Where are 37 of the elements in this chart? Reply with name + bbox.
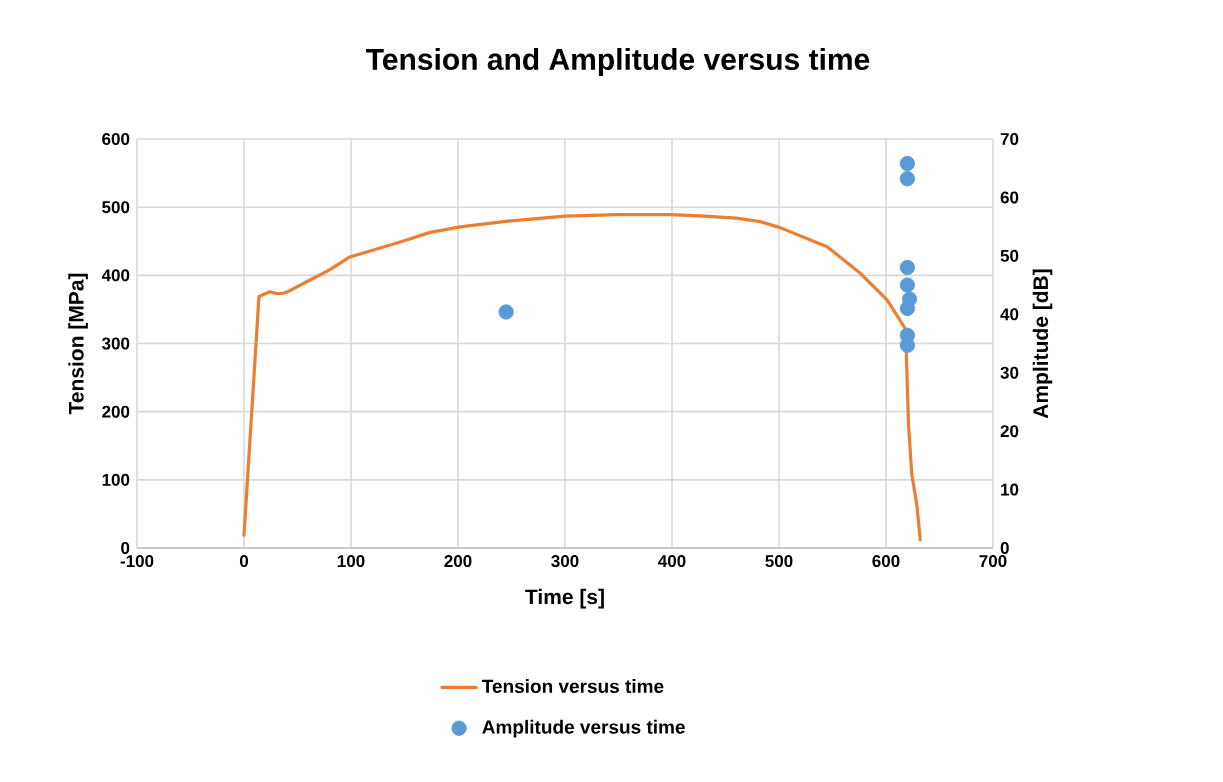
x-tick-label: 0 bbox=[239, 555, 249, 568]
legend-label: Tension versus time bbox=[482, 679, 664, 694]
x-tick-label: 300 bbox=[551, 555, 579, 568]
y-axis-title: Tension [MPa] bbox=[68, 273, 88, 415]
y-tick-label: 200 bbox=[102, 405, 130, 418]
y2-tick-label: 30 bbox=[1000, 366, 1019, 379]
y2-tick-label: 70 bbox=[1000, 133, 1019, 146]
point bbox=[899, 155, 915, 172]
point bbox=[498, 304, 514, 320]
y2-axis-title: Amplitude [dB] bbox=[1032, 269, 1053, 419]
point bbox=[899, 277, 915, 293]
y2-tick-label: 10 bbox=[1001, 483, 1019, 496]
x-tick-label: -100 bbox=[120, 555, 154, 568]
x-tick-label: 700 bbox=[979, 555, 1007, 568]
point bbox=[899, 171, 915, 187]
y2-tick-label: 0 bbox=[1000, 541, 1009, 554]
y2-tick-label: 50 bbox=[1000, 249, 1019, 262]
y-tick-label: 600 bbox=[102, 133, 130, 146]
x-tick-label: 400 bbox=[658, 555, 686, 568]
y-tick-label: 100 bbox=[102, 473, 130, 486]
chart-title: Tension and Amplitude versus time bbox=[366, 48, 870, 76]
point bbox=[899, 300, 915, 317]
x-tick-label: 600 bbox=[872, 555, 900, 568]
point bbox=[899, 259, 915, 276]
y2-tick-label: 20 bbox=[1000, 425, 1019, 438]
x-tick-label: 500 bbox=[765, 555, 793, 568]
y2-tick-label: 60 bbox=[1000, 191, 1019, 204]
y-tick-label: 300 bbox=[101, 337, 130, 350]
x-tick-label: 200 bbox=[444, 555, 472, 568]
x-axis-title: Time [s] bbox=[525, 588, 604, 609]
line-series bbox=[242, 213, 922, 542]
y2-tick-label: 40 bbox=[1000, 308, 1019, 321]
y-tick-label: 500 bbox=[102, 201, 130, 214]
x-tick-label: 100 bbox=[337, 555, 365, 568]
y-tick-label: 0 bbox=[121, 541, 130, 554]
legend-label: Amplitude versus time bbox=[482, 719, 685, 738]
y-tick-label: 400 bbox=[101, 269, 130, 282]
